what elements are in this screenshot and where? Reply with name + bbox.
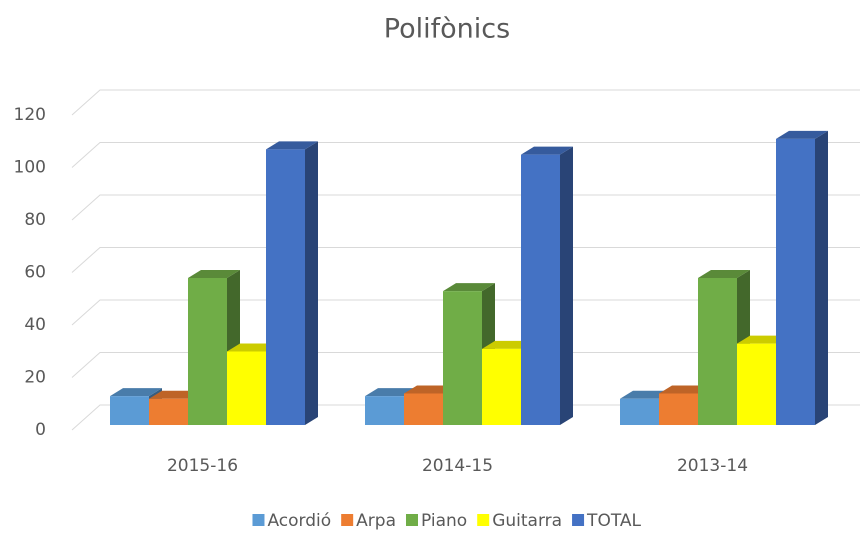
bar-side: [305, 141, 318, 425]
y-tick-label: 120: [14, 105, 46, 125]
bar: [110, 396, 149, 425]
bar-top: [698, 270, 750, 278]
legend: Acordió Arpa Piano Guitarra TOTAL: [252, 511, 642, 531]
grid-line: [71, 352, 860, 378]
legend-label: Guitarra: [492, 511, 562, 531]
grid-line: [71, 89, 860, 116]
legend-label: Arpa: [356, 511, 396, 531]
bar: [698, 278, 737, 425]
bar: [521, 154, 560, 425]
y-tick-label: 60: [24, 263, 46, 283]
bar-top: [266, 141, 318, 150]
legend-label: Acordió: [267, 511, 331, 531]
chart-title: Polifònics: [384, 14, 510, 45]
bar-top: [110, 388, 162, 397]
bar-side: [560, 146, 573, 425]
legend-swatch: [405, 514, 418, 526]
bar: [620, 398, 659, 425]
bar: [188, 278, 227, 425]
y-tick-label: 80: [24, 210, 46, 230]
bar: [737, 343, 776, 425]
bar-top: [521, 146, 573, 155]
legend-label: TOTAL: [586, 511, 641, 531]
bar: [776, 138, 815, 425]
bar: [149, 398, 188, 425]
grid-line: [71, 142, 860, 168]
bar: [443, 291, 482, 425]
x-tick-label: 2015-16: [167, 456, 238, 476]
y-tick-label: 40: [24, 315, 46, 335]
bar: [659, 393, 698, 425]
grid-line: [71, 194, 860, 221]
grid-line: [71, 404, 860, 431]
bar: [365, 396, 404, 425]
legend-label: Piano: [421, 511, 467, 531]
bar: [482, 348, 521, 425]
y-tick-label: 0: [35, 420, 46, 440]
bar: [404, 393, 443, 425]
bar-top: [443, 283, 495, 292]
legend-swatch: [477, 514, 490, 526]
bar: [227, 351, 266, 425]
bar: [266, 149, 305, 425]
x-tick-label: 2014-15: [422, 456, 493, 476]
bar-side: [815, 130, 828, 425]
grid-line: [71, 247, 860, 273]
legend-swatch: [341, 514, 354, 526]
x-tick-label: 2013-14: [677, 456, 748, 476]
y-tick-label: 20: [24, 368, 46, 388]
grid-line: [71, 299, 860, 326]
bar-top: [776, 130, 828, 139]
legend-swatch: [252, 514, 265, 526]
legend-swatch: [572, 514, 585, 526]
y-tick-label: 100: [14, 158, 46, 178]
bar-top: [188, 270, 240, 278]
